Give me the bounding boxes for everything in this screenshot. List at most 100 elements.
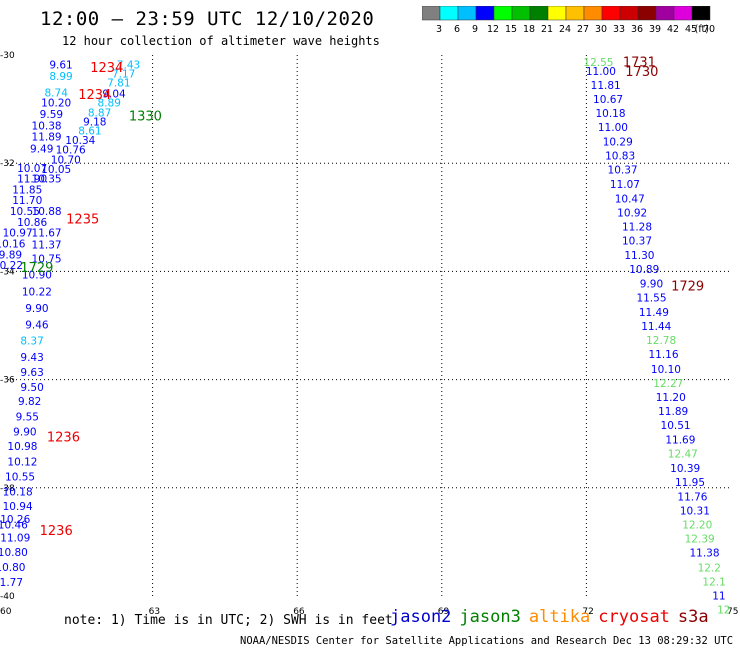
wave-height-value: 12	[717, 605, 730, 617]
scale-tick-label: 33	[613, 24, 625, 35]
wave-height-value: 11.81	[591, 80, 621, 92]
wave-height-value: 11.76	[677, 491, 707, 503]
pass-time-label: 1729	[671, 279, 704, 294]
wave-height-value: 12.39	[685, 534, 715, 546]
lon-tick-label: 60	[0, 607, 12, 617]
lat-tick-label: -36	[0, 376, 15, 386]
pass-time-label: 1729	[20, 261, 53, 276]
wave-height-value: 10.46	[0, 520, 28, 532]
wave-height-value: 9.04	[102, 88, 126, 100]
wave-height-value: 10.22	[22, 286, 52, 298]
mission-cryosat: cryosat	[598, 607, 670, 627]
scale-tick-label: 18	[523, 24, 535, 35]
scale-tick-label: 36	[631, 24, 643, 35]
wave-height-value: 10.31	[680, 506, 710, 518]
pass-time-label: 1731	[623, 55, 656, 70]
pass-time-label: 1234	[90, 61, 123, 76]
wave-height-value: 9.49	[30, 144, 53, 156]
wave-height-value: 12.1	[702, 576, 725, 588]
scale-tick-label: 39	[649, 24, 661, 35]
wave-height-value: 10.75	[32, 253, 62, 265]
scale-tick-label: 15	[505, 24, 517, 35]
wave-height-value: 7.17	[112, 68, 135, 80]
credit-line: NOAA/NESDIS Center for Satellite Applica…	[240, 635, 740, 647]
wave-height-value: 11.69	[665, 435, 695, 447]
wave-height-value: 10.80	[0, 547, 28, 559]
wave-height-value: 10.26	[0, 514, 30, 526]
page-subtitle: 12 hour collection of altimeter wave hei…	[62, 34, 380, 48]
wave-height-value: 9.90	[640, 278, 663, 290]
lat-tick-label: -38	[0, 484, 15, 494]
wave-height-value: 10.34	[65, 135, 95, 147]
wave-height-value: 8.74	[45, 87, 69, 99]
page-title: 12:00 – 23:59 UTC 12/10/2020	[40, 8, 375, 30]
scale-tick-label: 30	[595, 24, 607, 35]
wave-height-value: 11.70	[12, 195, 42, 207]
wave-height-value: 9.50	[20, 382, 43, 394]
wave-height-value: 8.87	[88, 107, 111, 119]
wave-height-value: 12.2	[698, 562, 721, 574]
wave-height-value: 10.29	[603, 137, 633, 149]
lat-tick-label: -34	[0, 267, 15, 277]
scale-tick-label: 42	[667, 24, 679, 35]
wave-height-value: 10.18	[595, 108, 625, 120]
wave-height-value: 10.70	[51, 154, 81, 166]
scale-unit: (ft)	[695, 24, 709, 35]
scale-tick-label: 27	[577, 24, 589, 35]
wave-height-value: 8.99	[49, 71, 72, 83]
wave-height-value: 11.77	[0, 577, 23, 589]
footnote: note: 1) Time is in UTC; 2) SWH is in fe…	[64, 613, 393, 628]
lon-tick-label: 75	[727, 607, 738, 617]
lon-tick-label: 72	[582, 607, 593, 617]
wave-height-value: 10.22	[0, 260, 23, 272]
scale-tick-label: 45	[685, 24, 697, 35]
wave-height-value: 8.37	[20, 336, 43, 348]
scale-tick-label: 70	[703, 24, 715, 35]
pass-time-label: 1330	[129, 110, 162, 125]
pass-time-label: 1234	[78, 88, 111, 103]
wave-height-value: 11.89	[658, 406, 688, 418]
mission-jason3: jason3	[459, 607, 521, 627]
mission-legend: jason2 jason3 altika cryosat s3a	[390, 607, 717, 627]
wave-height-value: 11	[712, 590, 725, 602]
lon-tick-label: 69	[438, 607, 450, 617]
wave-height-value: 9.89	[0, 250, 22, 262]
wave-height-value: 12.78	[646, 335, 676, 347]
wave-height-value: 8.61	[78, 126, 101, 138]
wave-height-value: 11.00	[586, 66, 616, 78]
wave-height-value: 8.89	[98, 98, 121, 110]
lon-tick-label: 66	[293, 607, 305, 617]
wave-height-value: 11.20	[656, 392, 686, 404]
wave-height-value: 11.30	[624, 250, 654, 262]
wave-height-value: 12.47	[668, 449, 698, 461]
wave-height-value: 11.00	[598, 122, 628, 134]
scale-tick-label: 12	[487, 24, 499, 35]
wave-height-value: 10.10	[651, 364, 681, 376]
wave-height-value: 10.80	[0, 562, 25, 574]
wave-height-value: 10.97	[3, 227, 33, 239]
wave-height-value: 9.82	[18, 396, 41, 408]
wave-height-value: 10.05	[41, 164, 71, 176]
wave-height-value: 10.86	[17, 217, 47, 229]
wave-height-value: 11.67	[32, 227, 62, 239]
wave-height-value: 10.51	[661, 420, 691, 432]
scale-swatch	[691, 6, 711, 21]
pass-time-label: 1730	[625, 65, 658, 80]
wave-height-value: 11.95	[675, 477, 705, 489]
wave-height-value: 10.88	[32, 206, 62, 218]
wave-height-value: 11.44	[641, 321, 671, 333]
wave-height-value: 10.20	[41, 98, 71, 110]
wave-height-value: 9.90	[25, 303, 48, 315]
wave-height-value: 10.92	[617, 207, 647, 219]
scale-tick-label: 21	[541, 24, 553, 35]
wave-height-value: 12.55	[583, 57, 613, 69]
wave-height-value: 10.98	[7, 441, 37, 453]
wave-height-value: 9.90	[13, 427, 36, 439]
wave-height-value: 7.43	[117, 60, 140, 72]
wave-height-value: 10.37	[622, 236, 652, 248]
wave-height-value: 9.59	[40, 109, 63, 121]
wave-height-value: 11.49	[639, 307, 669, 319]
wave-height-value: 10.39	[670, 463, 700, 475]
wave-height-value: 9.63	[20, 367, 43, 379]
